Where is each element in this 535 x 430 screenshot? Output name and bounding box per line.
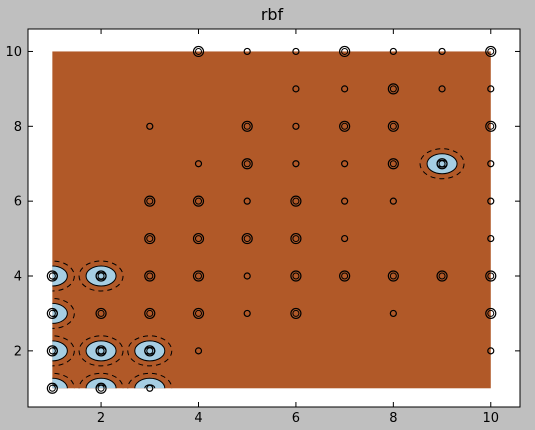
data-point (341, 197, 349, 205)
data-point (290, 307, 302, 320)
data-point (241, 232, 253, 245)
data-point (192, 232, 205, 245)
data-point (290, 270, 302, 282)
data-point (436, 158, 448, 170)
data-point (341, 160, 349, 168)
data-point (95, 382, 107, 394)
data-point (46, 382, 58, 394)
data-point (144, 345, 156, 357)
data-point (485, 307, 497, 320)
data-point (436, 270, 448, 282)
margin-region (127, 335, 173, 367)
data-point (46, 270, 58, 282)
data-point (438, 85, 446, 93)
decision-region (52, 51, 491, 389)
data-point (243, 47, 251, 56)
data-point (146, 384, 154, 392)
data-point (292, 85, 300, 93)
data-point (292, 160, 300, 168)
x-tick-label: 6 (292, 411, 300, 426)
data-point (387, 83, 399, 95)
data-point (95, 270, 107, 282)
y-tick-label: 6 (14, 195, 22, 210)
data-point (241, 158, 253, 170)
margin-region (78, 260, 124, 292)
data-point (243, 197, 251, 205)
data-point (144, 270, 156, 282)
data-point (194, 160, 203, 168)
data-point (290, 232, 302, 245)
data-point (192, 307, 205, 320)
data-point (144, 232, 156, 245)
data-point (487, 234, 495, 243)
data-point (485, 120, 497, 132)
data-point (387, 270, 399, 282)
data-point (389, 47, 397, 56)
data-point (146, 122, 154, 130)
data-point (192, 195, 205, 207)
x-tick-label: 10 (482, 411, 499, 426)
data-point (487, 197, 495, 205)
y-tick-label: 4 (14, 270, 22, 285)
data-point (95, 307, 107, 320)
data-point (46, 345, 58, 357)
data-point (95, 345, 107, 357)
data-point (292, 47, 300, 56)
x-tick-label: 8 (389, 411, 397, 426)
data-point (487, 347, 495, 355)
data-point (341, 85, 349, 93)
data-point (292, 122, 300, 130)
data-point (194, 347, 203, 355)
x-tick-label: 4 (194, 411, 202, 426)
data-point (339, 45, 351, 58)
data-point (46, 307, 58, 320)
chart-title: rbf (261, 5, 284, 24)
data-point (144, 307, 156, 320)
data-point (487, 85, 495, 93)
data-point (485, 45, 497, 58)
data-point (243, 309, 251, 318)
data-point (438, 47, 446, 56)
axis-ticks: 2 4 6 8 10 2 4 6 8 10 (5, 29, 520, 426)
data-point (485, 270, 497, 282)
data-point (389, 309, 397, 318)
data-point (339, 120, 351, 132)
data-point (487, 160, 495, 168)
data-point (192, 270, 205, 282)
data-point (339, 270, 351, 282)
data-point (290, 195, 302, 207)
data-points (46, 45, 497, 394)
data-point (387, 120, 399, 132)
y-tick-label: 8 (14, 120, 22, 135)
y-tick-label: 10 (5, 45, 22, 60)
plot-frame (27, 28, 521, 408)
data-point (389, 197, 397, 205)
data-point (341, 234, 349, 243)
x-tick-label: 2 (97, 411, 105, 426)
data-point (192, 45, 205, 58)
data-point (387, 158, 399, 170)
y-tick-label: 2 (14, 344, 22, 359)
data-point (144, 195, 156, 207)
data-point (243, 272, 251, 280)
data-point (241, 120, 253, 132)
